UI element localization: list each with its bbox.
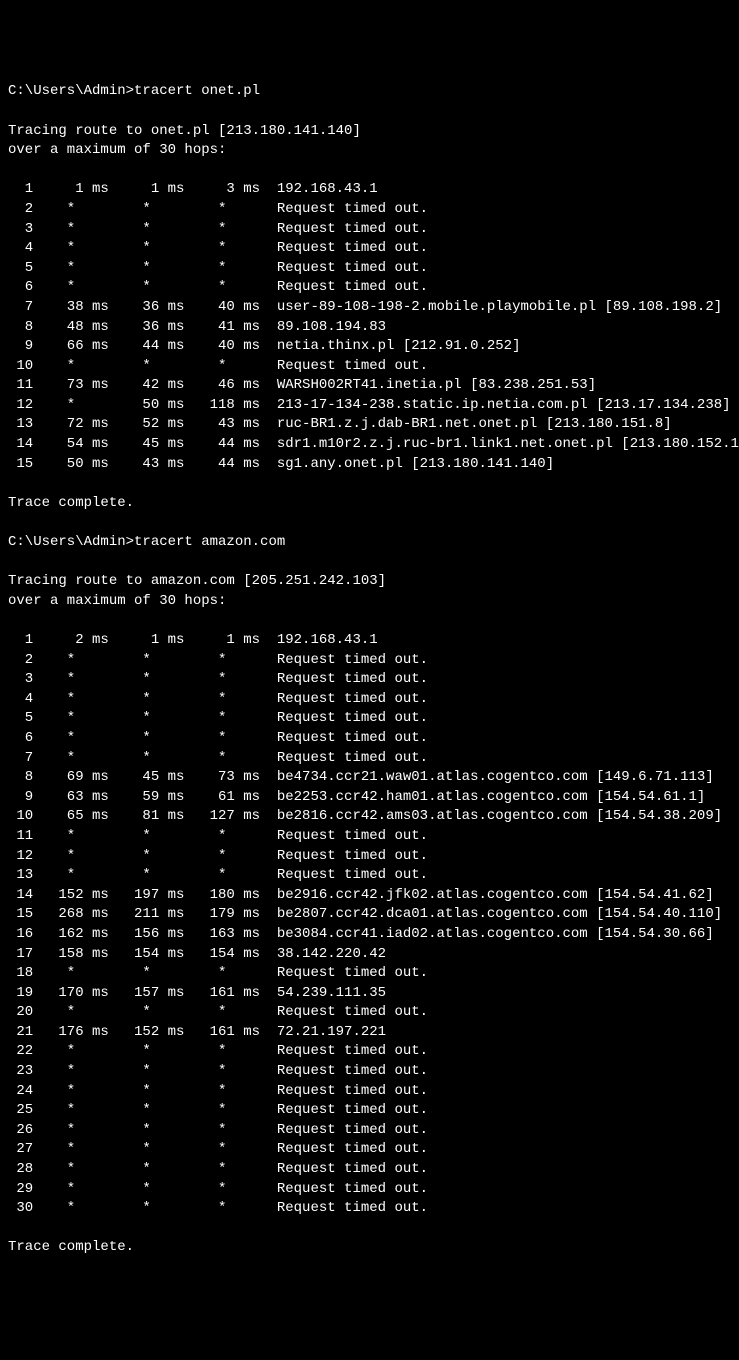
terminal-output: C:\Users\Admin>tracert onet.pl Tracing r… bbox=[8, 82, 731, 1258]
